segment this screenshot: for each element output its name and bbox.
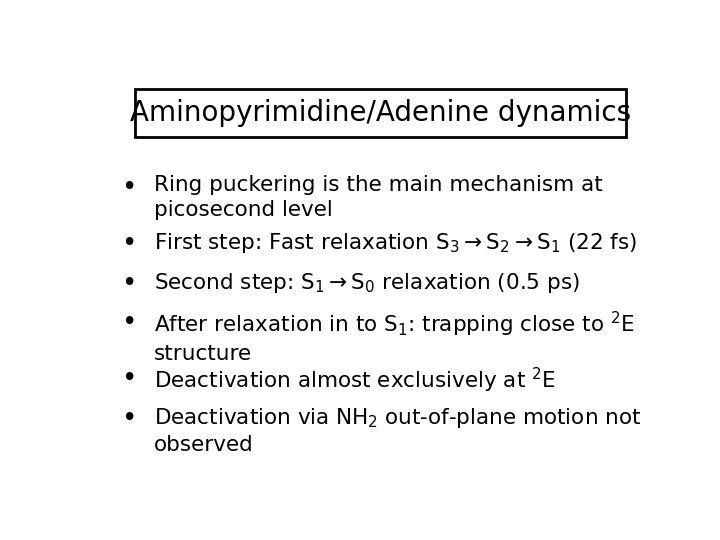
Text: •: • bbox=[122, 271, 137, 296]
Text: Ring puckering is the main mechanism at
picosecond level: Ring puckering is the main mechanism at … bbox=[154, 175, 603, 220]
Text: Aminopyrimidine/Adenine dynamics: Aminopyrimidine/Adenine dynamics bbox=[130, 99, 631, 126]
Text: •: • bbox=[122, 231, 137, 257]
Text: First step: Fast relaxation S$_3$$\rightarrow$S$_2$$\rightarrow$S$_1$ (22 fs): First step: Fast relaxation S$_3$$\right… bbox=[154, 231, 637, 255]
FancyBboxPatch shape bbox=[135, 89, 626, 137]
Text: Second step: S$_1$$\rightarrow$S$_0$ relaxation (0.5 ps): Second step: S$_1$$\rightarrow$S$_0$ rel… bbox=[154, 271, 580, 295]
Text: After relaxation in to S$_1$: trapping close to $^2$E
structure: After relaxation in to S$_1$: trapping c… bbox=[154, 310, 635, 364]
Text: Deactivation via NH$_2$ out-of-plane motion not
observed: Deactivation via NH$_2$ out-of-plane mot… bbox=[154, 406, 642, 455]
Text: •: • bbox=[122, 406, 137, 432]
Text: Deactivation almost exclusively at $^2$E: Deactivation almost exclusively at $^2$E bbox=[154, 366, 556, 395]
Text: •: • bbox=[122, 366, 137, 392]
Text: •: • bbox=[122, 175, 137, 201]
Text: •: • bbox=[122, 310, 137, 336]
